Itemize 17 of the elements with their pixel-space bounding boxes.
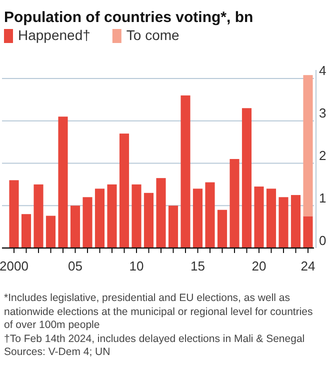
legend-label: To come xyxy=(126,27,180,43)
y-tick-label: 0 xyxy=(319,232,326,248)
x-tick-label: 05 xyxy=(68,258,82,274)
y-tick-label: 3 xyxy=(319,106,326,121)
x-tick-label: 24 xyxy=(300,258,316,274)
x-tick-label: 2000 xyxy=(0,258,28,274)
text: †To Feb 14th 2024, includes delayed elections in Mali & Senegal xyxy=(4,332,306,346)
legend-label: Happened† xyxy=(18,27,90,43)
y-tick-label: 1 xyxy=(319,190,326,206)
source-note: Sources: V-Dem 4; UN xyxy=(4,346,112,360)
text: *Includes legislative, presidential and EU elections, as well as nationwide elections at the municipal or regional level for countries of over 100m people xyxy=(4,292,314,332)
chart-title: Population of countries voting*, bn xyxy=(4,9,254,26)
x-tick-label: 15 xyxy=(190,258,205,274)
x-tick-label: 10 xyxy=(129,258,144,274)
y-tick-label: 4 xyxy=(319,63,326,78)
x-tick-label: 20 xyxy=(252,258,266,274)
y-tick-label: 2 xyxy=(319,148,326,163)
